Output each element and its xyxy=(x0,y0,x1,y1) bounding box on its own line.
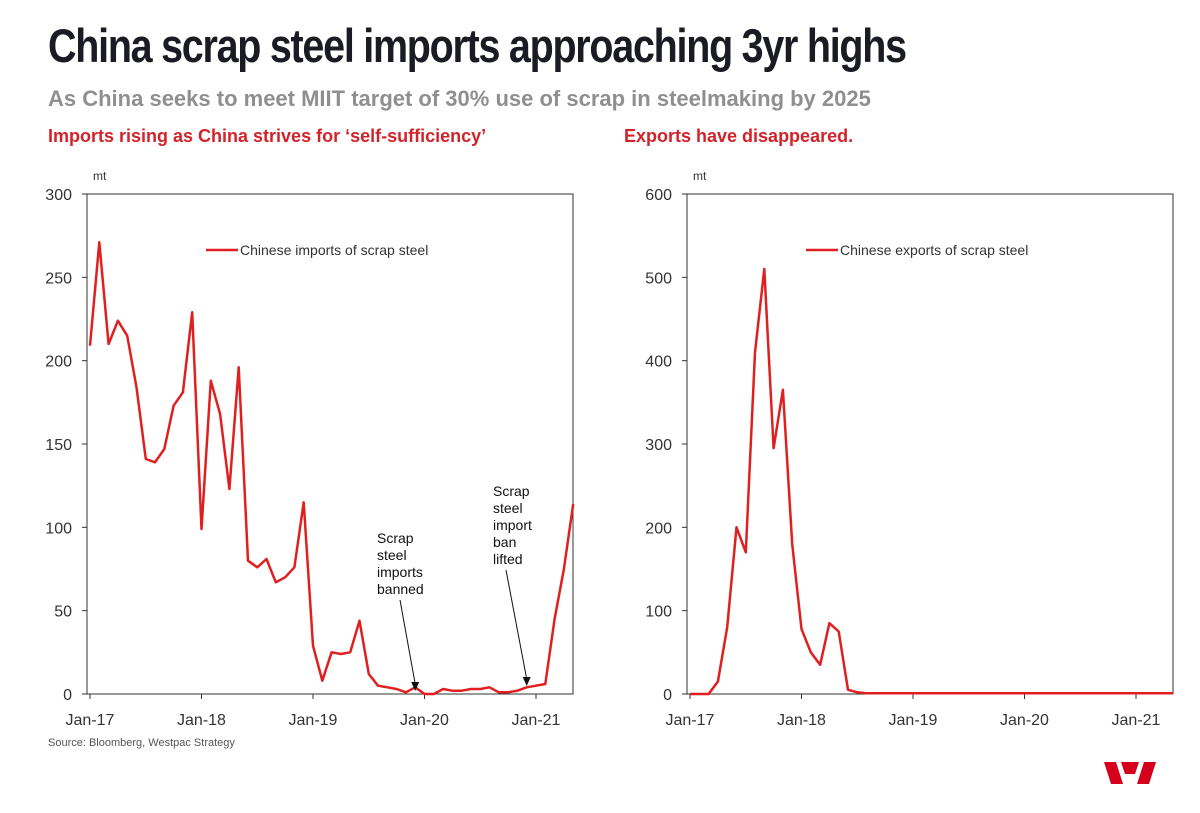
unit-label: mt xyxy=(93,169,107,183)
y-tick-label: 0 xyxy=(63,687,72,704)
x-tick-label: Jan-21 xyxy=(1112,712,1161,729)
x-tick-label: Jan-20 xyxy=(400,712,449,729)
imports-chart: mt 0 50 100 150 200 250 300 Jan-17 Jan-18 Jan-19 Ja… xyxy=(45,169,575,729)
exports-panel-title: Exports have disappeared. xyxy=(624,126,854,146)
page-title: China scrap steel imports approaching 3y… xyxy=(48,19,907,72)
annotation-text: banned xyxy=(377,581,424,597)
y-tick-label: 500 xyxy=(645,270,672,287)
annotation-text: import xyxy=(493,517,532,533)
series-line xyxy=(690,267,1174,696)
y-tick-label: 50 xyxy=(54,604,72,621)
source-note: Source: Bloomberg, Westpac Strategy xyxy=(48,737,235,749)
annotation-arrow xyxy=(399,599,416,685)
plot-frame xyxy=(686,193,1174,695)
unit-label: mt xyxy=(693,169,707,183)
annotation-arrowhead xyxy=(411,682,420,691)
x-tick-label: Jan-17 xyxy=(666,712,715,729)
y-tick-label: 0 xyxy=(663,687,672,704)
series-line xyxy=(88,241,575,696)
page-subtitle: As China seeks to meet MIIT target of 30… xyxy=(48,86,871,111)
x-tick-label: Jan-21 xyxy=(512,712,561,729)
plot-frame xyxy=(86,193,574,695)
exports-chart: mt 0 100 200 300 400 500 600 Jan-17 Jan-18 Jan-19 J… xyxy=(645,169,1174,729)
annotation-text: steel xyxy=(493,500,523,516)
annotation-text: ban xyxy=(493,534,516,550)
x-tick-label: Jan-19 xyxy=(289,712,338,729)
annotation-arrow xyxy=(505,569,528,680)
x-tick-label: Jan-18 xyxy=(177,712,226,729)
legend-label: Chinese exports of scrap steel xyxy=(840,242,1028,258)
westpac-logo-icon xyxy=(1104,762,1156,784)
y-tick-label: 600 xyxy=(645,187,672,204)
x-tick-label: Jan-20 xyxy=(1000,712,1049,729)
y-tick-label: 150 xyxy=(45,437,72,454)
legend-label: Chinese imports of scrap steel xyxy=(240,242,428,258)
y-tick-label: 300 xyxy=(45,187,72,204)
x-tick-label: Jan-17 xyxy=(66,712,115,729)
annotation-text: imports xyxy=(377,564,423,580)
imports-panel-title: Imports rising as China strives for ‘sel… xyxy=(48,126,487,146)
y-tick-label: 100 xyxy=(45,520,72,537)
annotation-text: Scrap xyxy=(377,530,414,546)
y-tick-label: 100 xyxy=(645,604,672,621)
x-tick-label: Jan-18 xyxy=(777,712,826,729)
annotation-text: lifted xyxy=(493,551,523,567)
y-tick-label: 200 xyxy=(645,520,672,537)
y-tick-label: 250 xyxy=(45,270,72,287)
x-tick-label: Jan-19 xyxy=(889,712,938,729)
y-tick-label: 400 xyxy=(645,354,672,371)
y-tick-label: 200 xyxy=(45,354,72,371)
annotation-text: Scrap xyxy=(493,483,530,499)
annotation-arrowhead xyxy=(522,677,531,686)
annotation-text: steel xyxy=(377,547,407,563)
y-tick-label: 300 xyxy=(645,437,672,454)
